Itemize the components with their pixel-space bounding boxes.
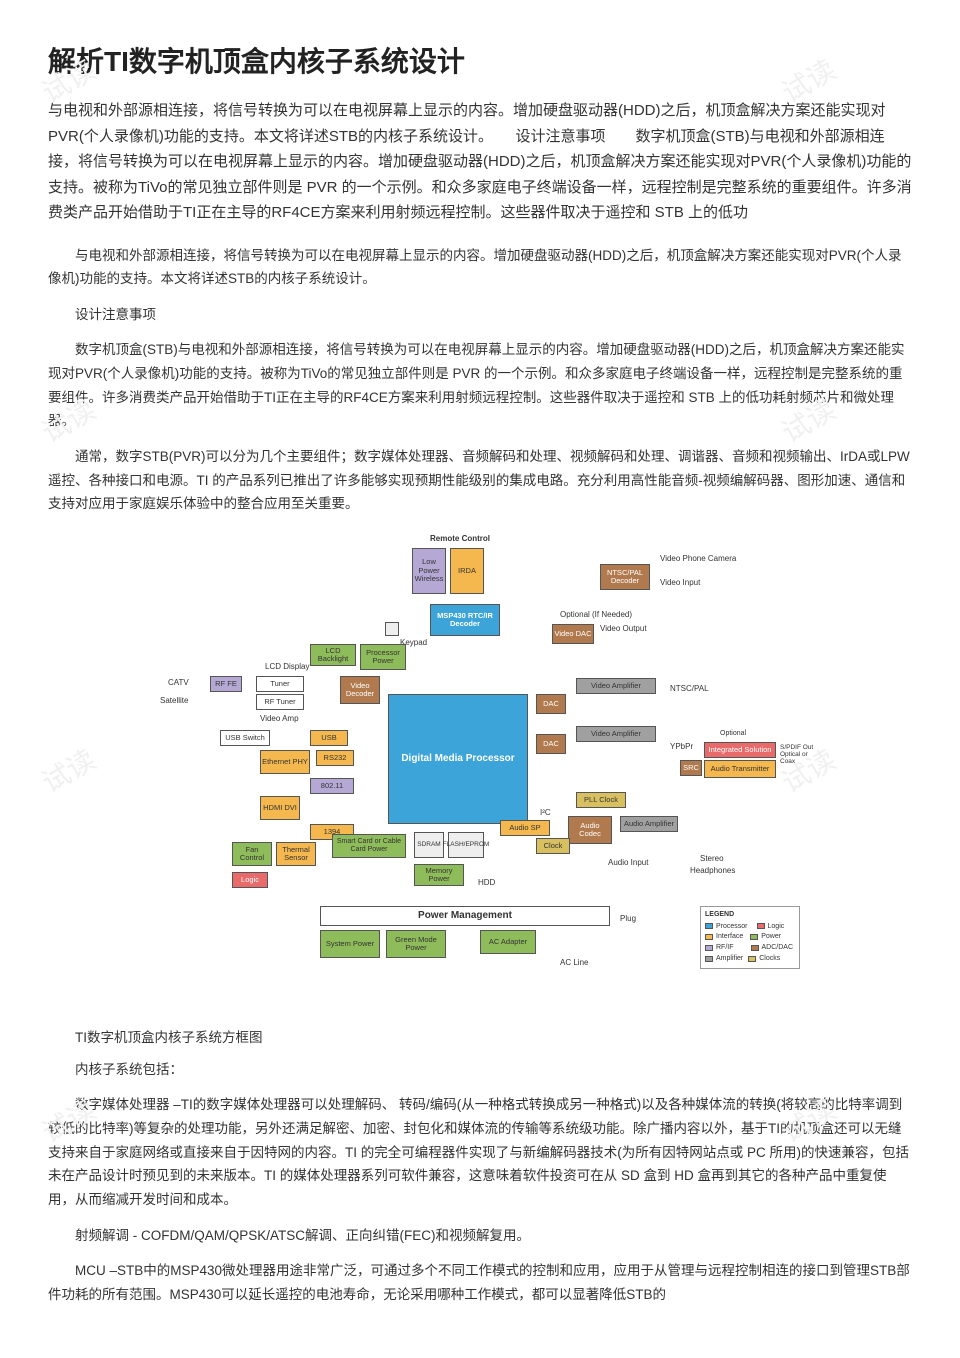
block-usb: USB	[310, 730, 348, 746]
page-title: 解析TI数字机顶盒内核子系统设计	[48, 40, 912, 80]
section-label-1: 设计注意事项	[48, 303, 912, 327]
block-dac2: DAC	[536, 734, 566, 754]
block-thermal: Thermal Sensor	[276, 842, 316, 866]
lead-paragraph: 与电视和外部源相连接，将信号转换为可以在电视屏幕上显示的内容。增加硬盘驱动器(H…	[48, 98, 912, 226]
legend-interface: Interface	[716, 932, 743, 942]
block-sdram: SDRAM	[414, 832, 444, 858]
legend-clocks: Clocks	[759, 954, 780, 964]
block-audio-codec: Audio Codec	[568, 816, 612, 844]
label-audio-input: Audio Input	[608, 858, 648, 867]
label-ac-line: AC Line	[560, 958, 588, 967]
label-catv: CATV	[168, 678, 189, 687]
legend-adc: ADC/DAC	[762, 943, 794, 953]
legend-logic: Logic	[768, 922, 785, 932]
block-usb-switch: USB Switch	[220, 730, 270, 746]
block-80211: 802.11	[310, 778, 354, 794]
legend-amp: Amplifier	[716, 954, 743, 964]
block-system-power: System Power	[320, 930, 380, 958]
block-audio-amp: Audio Amplifier	[620, 816, 678, 832]
label-hdd: HDD	[478, 878, 495, 887]
block-dmp: Digital Media Processor	[388, 694, 528, 824]
label-headphones: Headphones	[690, 866, 735, 875]
block-pll: PLL Clock	[576, 792, 626, 808]
label-ntsc2: NTSC/PAL	[670, 684, 709, 693]
block-clock: Clock	[536, 838, 570, 854]
label-video-input: Video Input	[660, 578, 700, 587]
label-lcd-display: LCD Display	[265, 662, 309, 671]
legend-power: Power	[761, 932, 781, 942]
section-label-2: 内核子系统包括：	[48, 1058, 912, 1082]
paragraph-1: 与电视和外部源相连接，将信号转换为可以在电视屏幕上显示的内容。增加硬盘驱动器(H…	[48, 244, 912, 291]
paragraph-6: MCU –STB中的MSP430微处理器用途非常广泛，可通过多个不同工作模式的控…	[48, 1259, 912, 1306]
paragraph-2: 数字机顶盒(STB)与电视和外部源相连接，将信号转换为可以在电视屏幕上显示的内容…	[48, 338, 912, 433]
label-i2c: I²C	[540, 808, 551, 817]
block-video-decoder: Video Decoder	[340, 676, 380, 704]
block-video-dac: Video DAC	[552, 624, 594, 644]
block-ntsc-pal: NTSC/PAL Decoder	[600, 564, 650, 590]
block-src: SRC	[680, 760, 702, 776]
block-dac1: DAC	[536, 694, 566, 714]
block-audio-tx: Audio Transmitter	[704, 760, 776, 778]
block-tuner2: RF Tuner	[256, 694, 304, 710]
legend-processor: Processor	[716, 922, 748, 932]
label-video-amp: Video Amp	[260, 714, 299, 723]
block-processor-power: Processor Power	[360, 644, 406, 670]
keypad-icon	[385, 622, 399, 636]
diagram-title: Remote Control	[430, 534, 490, 543]
block-ac-adapter: AC Adapter	[480, 930, 536, 954]
block-ethernet: Ethernet PHY	[260, 750, 310, 774]
block-logic: Logic	[232, 872, 268, 888]
block-vamp1: Video Amplifier	[576, 678, 656, 694]
block-vamp2: Video Amplifier	[576, 726, 656, 742]
diagram-caption: TI数字机顶盒内核子系统方框图	[48, 1026, 912, 1046]
block-rs232: RS232	[316, 750, 354, 766]
block-smartcard: Smart Card or Cable Card Power	[332, 834, 406, 858]
block-flash: FLASH/EPROM	[448, 832, 484, 858]
block-lcd-backlight: LCD Backlight	[310, 644, 356, 666]
label-ypbpr: YPbPr	[670, 742, 693, 751]
diagram-container: Remote Control Low Power Wireless IRDA M…	[48, 534, 912, 1004]
block-memory-power: Memory Power	[414, 864, 464, 886]
label-spdif: S/PDIF Out Optical or Coax	[780, 744, 820, 765]
block-fan: Fan Control	[232, 842, 272, 866]
label-video-output: Video Output	[600, 624, 647, 633]
paragraph-4: 数字媒体处理器 –TI的数字媒体处理器可以处理解码、 转码/编码(从一种格式转换…	[48, 1093, 912, 1211]
block-tuner1: Tuner	[256, 676, 304, 692]
block-rffe: RF FE	[210, 676, 242, 692]
label-satellite: Satellite	[160, 696, 188, 705]
block-power-mgmt: Power Management	[320, 906, 610, 926]
label-optional2: Optional	[720, 730, 746, 737]
block-green-mode: Green Mode Power	[386, 930, 446, 958]
label-video-phone: Video Phone Camera	[660, 554, 736, 563]
label-optional: Optional (If Needed)	[560, 610, 632, 619]
legend: LEGEND Processor Logic Interface Power RF/…	[700, 906, 800, 969]
legend-title: LEGEND	[705, 910, 795, 920]
legend-rf: RF/IF	[716, 943, 734, 953]
block-msp430: MSP430 RTC/IR Decoder	[430, 604, 500, 636]
paragraph-5: 射频解调 - COFDM/QAM/QPSK/ATSC解调、正向纠错(FEC)和视…	[48, 1224, 912, 1248]
block-audio-sp: Audio SP	[500, 820, 550, 836]
label-plug: Plug	[620, 914, 636, 923]
paragraph-3: 通常，数字STB(PVR)可以分为几个主要组件；数字媒体处理器、音频解码和处理、…	[48, 445, 912, 516]
label-stereo: Stereo	[700, 854, 724, 863]
block-irda: IRDA	[450, 548, 484, 594]
block-hdmi: HDMI DVI	[260, 796, 300, 820]
block-diagram: Remote Control Low Power Wireless IRDA M…	[160, 534, 800, 1004]
block-integrated: Integrated Solution	[704, 742, 776, 758]
block-lpw: Low Power Wireless	[412, 548, 446, 594]
